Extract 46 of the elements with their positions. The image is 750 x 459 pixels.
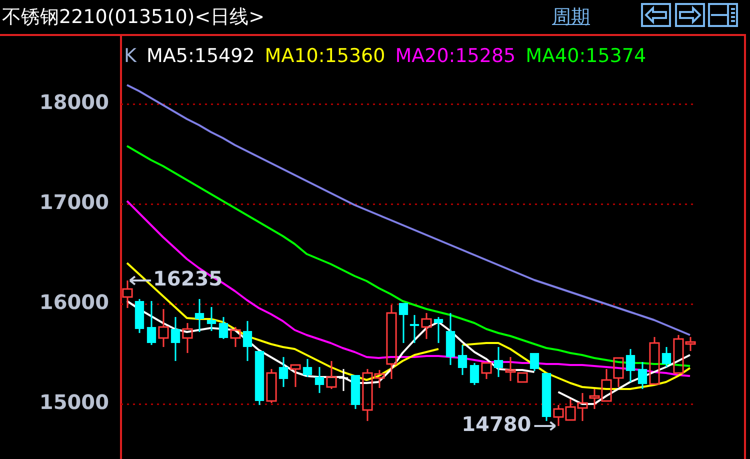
text: MA10:15360 xyxy=(264,45,386,67)
candlestick xyxy=(134,298,144,334)
candlestick xyxy=(122,280,133,309)
candlestick xyxy=(386,304,397,380)
candlestick xyxy=(290,364,301,388)
candlestick xyxy=(146,300,156,346)
candlestick xyxy=(182,322,193,354)
candlestick xyxy=(458,344,468,376)
candlestick xyxy=(470,362,480,386)
candlestick xyxy=(434,316,444,344)
text: MA20:15285 xyxy=(395,45,516,67)
candlestick xyxy=(230,326,241,348)
text: MA5:15492 xyxy=(146,45,255,67)
candlestick xyxy=(494,346,504,378)
y-tick-label: 18000 xyxy=(39,90,109,114)
candlestick xyxy=(278,356,288,388)
candlestick xyxy=(542,373,552,422)
candlestick xyxy=(662,346,672,368)
annotation: K xyxy=(124,45,136,67)
candlestick xyxy=(649,336,660,385)
candlestick xyxy=(158,308,169,348)
candlestick xyxy=(218,316,228,340)
candlestick xyxy=(338,368,349,392)
annotation: 14780 xyxy=(462,412,532,436)
candlestick xyxy=(326,360,337,390)
candlestick xyxy=(530,353,540,372)
y-tick-label: 17000 xyxy=(39,190,109,214)
text: MA40:15374 xyxy=(526,45,646,67)
candlestick xyxy=(302,358,312,378)
candlestick xyxy=(194,298,204,333)
y-tick-label: 16000 xyxy=(39,290,109,314)
candlestick xyxy=(626,348,636,383)
candlestick xyxy=(410,314,420,344)
candlestick xyxy=(398,303,408,344)
candlestick xyxy=(638,361,648,390)
chart-title: 不锈钢2210(013510)<日线> xyxy=(2,5,265,30)
candlestick xyxy=(446,312,456,366)
candlestick xyxy=(254,351,264,406)
candlestick xyxy=(314,366,324,394)
text: 周期 xyxy=(552,5,590,30)
candlestick xyxy=(206,306,216,332)
candlestick xyxy=(350,375,360,410)
candlestick xyxy=(242,320,252,362)
candlestick xyxy=(170,316,180,362)
y-tick-label: 15000 xyxy=(39,390,109,414)
candlestick xyxy=(421,312,432,340)
